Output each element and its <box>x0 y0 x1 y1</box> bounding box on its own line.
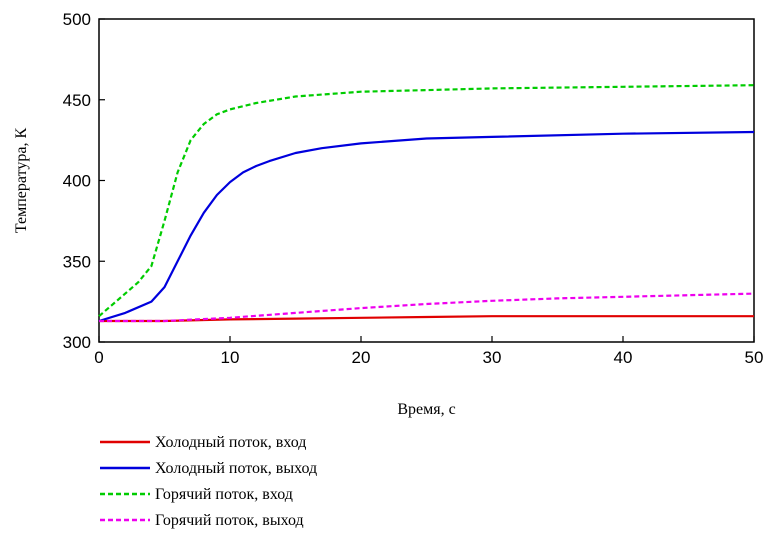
x-tick-label: 30 <box>483 348 502 367</box>
series-layer <box>98 84 755 323</box>
plot-frame <box>98 18 755 343</box>
y-axis-label: Температура, К <box>13 128 30 234</box>
y-tick-label: 500 <box>63 10 91 29</box>
series-line-3 <box>98 84 755 318</box>
x-tick-label: 40 <box>614 348 633 367</box>
legend-label-3: Горячий поток, вход <box>155 486 293 503</box>
y-tick-label: 350 <box>63 252 91 271</box>
series-line-4 <box>99 292 755 323</box>
series-line-1 <box>99 315 754 323</box>
y-tick-label: 450 <box>63 91 91 110</box>
legend: Холодный поток, вход Холодный поток, выхо… <box>100 434 317 529</box>
y-axis-ticks: 300 350 400 450 500 <box>63 10 105 352</box>
legend-label-2: Холодный поток, выход <box>155 460 317 477</box>
x-tick-label: 20 <box>352 348 371 367</box>
x-axis-label: Время, с <box>397 401 455 418</box>
legend-label-1: Холодный поток, вход <box>155 434 306 451</box>
series-line-2 <box>98 130 755 323</box>
x-tick-label: 0 <box>94 348 103 367</box>
y-tick-label: 300 <box>63 333 91 352</box>
y-tick-label: 400 <box>63 172 91 191</box>
x-axis-ticks: 0 10 20 30 40 50 <box>94 336 763 367</box>
x-tick-label: 50 <box>745 348 764 367</box>
x-tick-label: 10 <box>221 348 240 367</box>
plot-area <box>98 18 755 343</box>
legend-label-4: Горячий поток, выход <box>155 512 304 529</box>
